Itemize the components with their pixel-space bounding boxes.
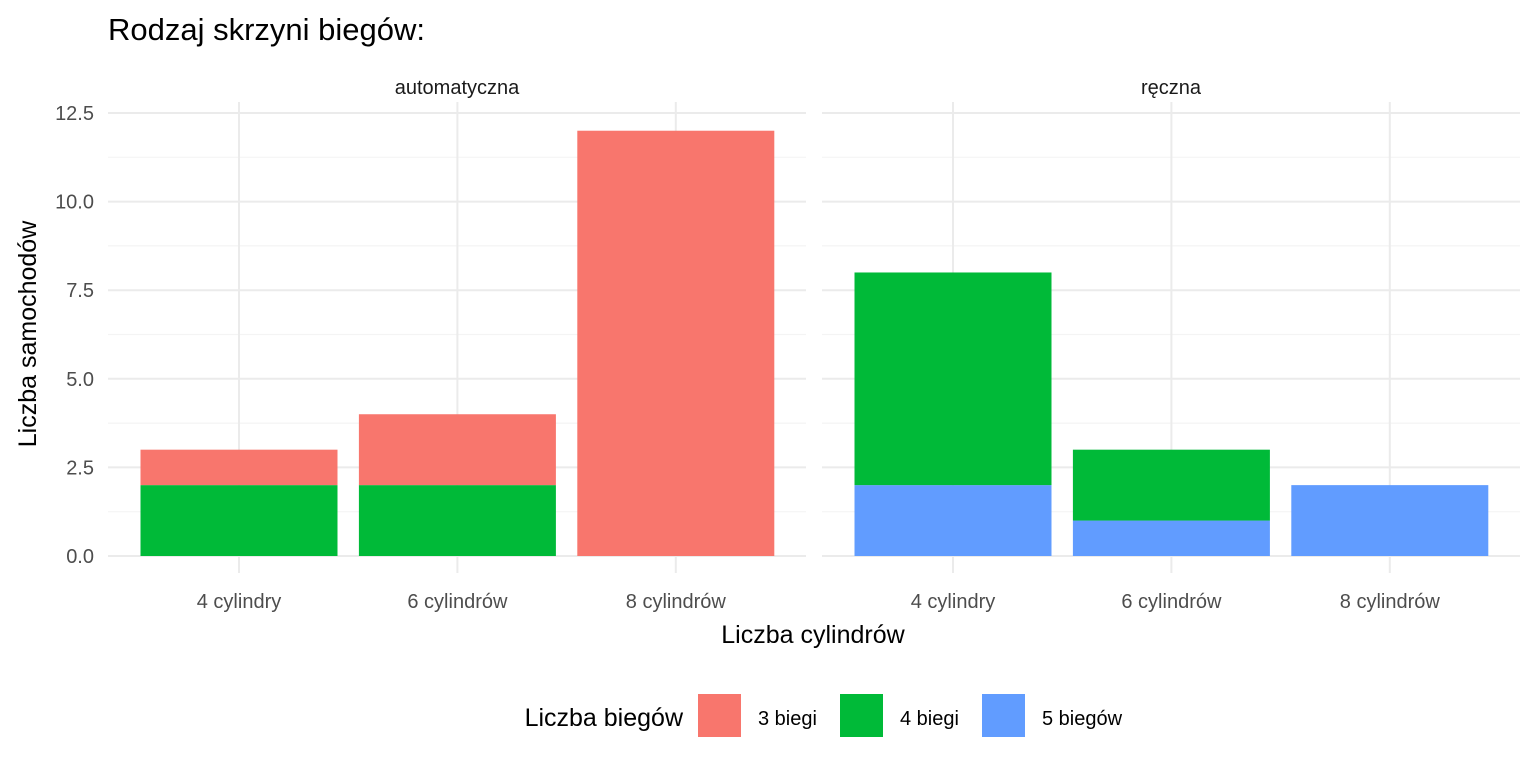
legend-key-swatch — [698, 694, 741, 737]
x-tick-label: 6 cylindrów — [1121, 591, 1222, 613]
y-tick-label: 0.0 — [66, 546, 94, 568]
bar-segment — [358, 414, 556, 486]
y-tick-label: 5.0 — [66, 369, 94, 391]
bar-segment — [358, 485, 556, 556]
y-tick-label: 7.5 — [66, 280, 94, 302]
bar-segment — [140, 449, 338, 486]
bar-segment — [577, 130, 775, 556]
legend-key-label: 5 biegów — [1042, 708, 1123, 730]
facet-panel-automatyczna: 4 cylindry 6 cylindrów 8 cylindrów automaty… — [108, 77, 806, 613]
facet-strip-label: ręczna — [1141, 77, 1202, 99]
legend-key-label: 4 biegi — [900, 708, 959, 730]
bar-segment — [1072, 449, 1270, 521]
chart-title: Rodzaj skrzyni biegów: — [108, 12, 425, 47]
y-tick-label: 10.0 — [55, 192, 94, 214]
y-axis: 0.0 2.5 5.0 7.5 10.0 12.5 — [55, 103, 94, 568]
y-tick-label: 2.5 — [66, 457, 94, 479]
legend-key-swatch — [982, 694, 1025, 737]
facet-panel-reczna: 4 cylindry 6 cylindrów 8 cylindrów ręczna — [822, 77, 1520, 613]
x-tick-label: 4 cylindry — [911, 591, 995, 613]
facet-strip-label: automatyczna — [395, 77, 520, 99]
x-tick-label: 4 cylindry — [197, 591, 281, 613]
legend-key-swatch — [840, 694, 883, 737]
y-axis-title: Liczba samochodów — [14, 220, 42, 447]
bar-segment — [1291, 485, 1489, 556]
x-tick-label: 8 cylindrów — [1340, 591, 1441, 613]
y-tick-label: 12.5 — [55, 103, 94, 125]
bar-segment — [140, 485, 338, 556]
legend-key-label: 3 biegi — [758, 708, 817, 730]
bar-segment — [854, 485, 1052, 556]
x-tick-label: 8 cylindrów — [626, 591, 727, 613]
bar-segment — [854, 272, 1052, 486]
chart-panels: 4 cylindry 6 cylindrów 8 cylindrów automaty… — [108, 77, 1520, 613]
x-axis-title: Liczba cylindrów — [721, 621, 905, 649]
bar-segment — [1072, 520, 1270, 556]
x-tick-label: 6 cylindrów — [407, 591, 508, 613]
legend-title: Liczba biegów — [525, 704, 684, 732]
legend: Liczba biegów 3 biegi 4 biegi 5 biegów — [525, 694, 1123, 737]
